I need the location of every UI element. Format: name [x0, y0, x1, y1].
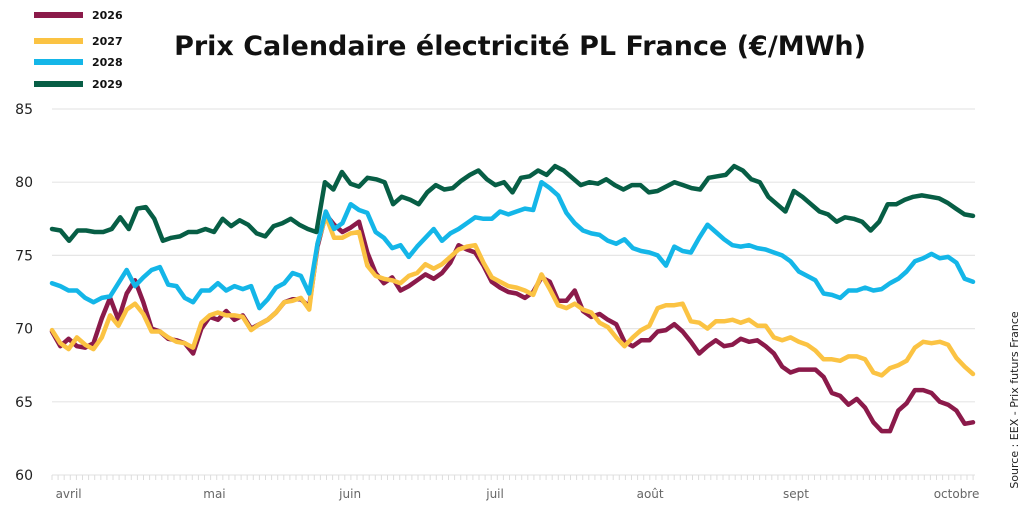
gridlines	[52, 108, 975, 476]
series-line-2027	[49, 213, 976, 378]
y-axis: 60 65 70 75 80 85	[15, 102, 33, 484]
source-note: Source : EEX - Prix futurs France	[1008, 311, 1021, 489]
x-axis: avril mai juin juil août sept octobre	[51, 475, 980, 501]
x-tick-label: mai	[203, 487, 225, 501]
chart-title: Prix Calendaire électricité PL France (€…	[174, 31, 866, 62]
y-tick-label: 75	[15, 248, 33, 264]
legend-swatch	[34, 12, 83, 18]
series-line-2028	[49, 179, 976, 311]
x-tick-label: août	[637, 487, 664, 501]
x-tick-label: avril	[56, 487, 82, 501]
legend-item-2029: 2029	[34, 78, 123, 91]
x-tick-label: juin	[338, 487, 361, 501]
legend-swatch	[34, 38, 83, 44]
legend-swatch	[34, 59, 83, 65]
legend-item-2026: 2026	[34, 9, 123, 22]
legend-item-2028: 2028	[34, 56, 123, 69]
legend: 2026 2027 2028 2029	[34, 9, 123, 91]
legend-label: 2026	[92, 9, 123, 22]
legend-label: 2029	[92, 78, 123, 91]
x-tick-label: juil	[485, 487, 504, 501]
y-tick-label: 70	[15, 322, 33, 338]
y-tick-label: 80	[15, 175, 33, 191]
x-tick-label: octobre	[934, 487, 980, 501]
series-lines	[49, 163, 976, 434]
legend-label: 2028	[92, 56, 123, 69]
legend-item-2027: 2027	[34, 35, 123, 48]
legend-label: 2027	[92, 35, 123, 48]
legend-swatch	[34, 81, 83, 87]
series-line-2029	[49, 163, 976, 244]
series-line-2026	[49, 212, 976, 434]
y-tick-label: 85	[15, 102, 33, 118]
x-tick-label: sept	[783, 487, 809, 501]
y-tick-label: 60	[15, 468, 33, 484]
y-tick-label: 65	[15, 395, 33, 411]
